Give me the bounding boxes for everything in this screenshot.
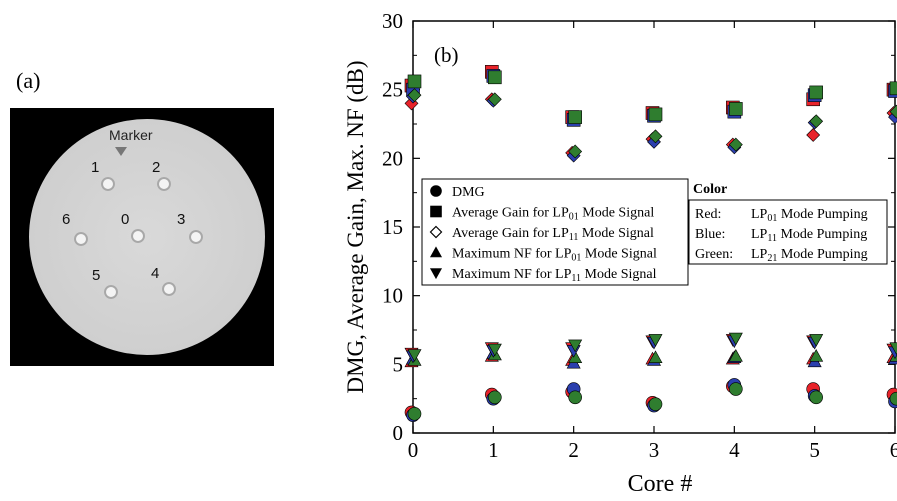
x-tick-label: 1: [488, 438, 499, 462]
y-tick-label: 10: [382, 284, 403, 308]
color-legend-entry: LP21 Mode Pumping: [751, 247, 868, 264]
core-label-0: 0: [121, 211, 130, 228]
data-point: [889, 81, 897, 96]
legend-marker: [430, 205, 442, 218]
x-tick-label: 6: [890, 438, 897, 462]
data-point: [648, 350, 663, 363]
data-point: [728, 332, 743, 346]
legend-entry: Maximum NF for LP01 Mode Signal: [452, 247, 657, 264]
data-point: [568, 350, 583, 363]
marker-legend-box: [421, 178, 689, 286]
data-point: [648, 334, 663, 347]
data-point: [568, 339, 583, 353]
y-tick-label: 20: [382, 146, 403, 170]
data-point: [407, 88, 422, 103]
data-point: [648, 129, 663, 144]
y-tick-label: 0: [393, 421, 404, 445]
marker-notch: [115, 147, 127, 156]
data-point: [648, 397, 663, 411]
core-4: [162, 282, 176, 296]
y-tick-label: 25: [382, 78, 403, 102]
data-point: [487, 92, 502, 107]
legend-entry: Average Gain for LP11 Mode Signal: [452, 226, 654, 243]
x-tick-label: 4: [729, 438, 740, 462]
legend-marker: [429, 246, 443, 258]
data-point: [568, 390, 582, 405]
x-tick-label: 2: [568, 438, 579, 462]
x-tick-label: 5: [809, 438, 820, 462]
legend-marker: [429, 225, 443, 239]
core-label-6: 6: [62, 211, 71, 228]
color-legend-name: Blue:: [695, 227, 725, 242]
y-axis-label: DMG, Average Gain, Max. NF (dB): [343, 60, 368, 393]
data-point: [729, 102, 743, 116]
panel-b-label: (b): [434, 43, 459, 67]
data-point: [568, 144, 583, 159]
data-point: [806, 128, 821, 142]
legend-entry: Maximum NF for LP11 Mode Signal: [452, 267, 657, 284]
core-5: [104, 285, 118, 299]
y-tick-label: 15: [382, 215, 403, 239]
data-point: [407, 406, 422, 421]
data-point: [729, 382, 743, 396]
data-point: [728, 348, 743, 362]
color-legend-name: Red:: [695, 207, 721, 222]
core-label-1: 1: [91, 159, 100, 176]
color-legend-entry: LP01 Mode Pumping: [751, 207, 868, 224]
data-point: [809, 114, 824, 129]
fiber-cladding: Marker 1 2 6 0 3 5 4: [29, 119, 265, 355]
core-label-3: 3: [177, 211, 186, 228]
x-tick-label: 3: [649, 438, 660, 462]
core-label-4: 4: [151, 265, 160, 282]
legend-marker: [430, 185, 442, 197]
y-tick-label: 5: [393, 352, 404, 376]
core-label-5: 5: [92, 267, 101, 284]
color-legend-box: [688, 199, 888, 265]
color-legend-name: Green:: [695, 247, 733, 262]
core-0: [131, 229, 145, 243]
color-legend-title: Color: [693, 182, 727, 197]
data-point: [728, 137, 743, 152]
core-1: [101, 177, 115, 191]
panel-a-label: (a): [16, 68, 41, 93]
data-point: [648, 107, 663, 122]
marker-label: Marker: [109, 127, 153, 143]
y-tick-label: 30: [382, 9, 403, 33]
core-2: [157, 177, 171, 191]
x-tick-label: 0: [408, 438, 419, 462]
color-legend-entry: LP11 Mode Pumping: [751, 227, 867, 244]
core-6: [74, 232, 88, 246]
data-point: [809, 85, 823, 100]
x-axis-label: Core #: [628, 471, 693, 497]
legend-entry: DMG: [452, 185, 485, 200]
data-point: [488, 390, 502, 405]
core-label-2: 2: [152, 159, 161, 176]
core-3: [189, 230, 203, 244]
legend-entry: Average Gain for LP01 Mode Signal: [452, 206, 654, 223]
data-point: [809, 348, 824, 362]
data-point: [809, 334, 824, 347]
data-point: [809, 390, 823, 405]
legend-marker: [429, 268, 443, 280]
fiber-cross-section-image: Marker 1 2 6 0 3 5 4: [10, 108, 274, 366]
data-point: [407, 74, 422, 89]
data-point: [568, 110, 582, 124]
data-point: [407, 349, 422, 362]
data-point: [488, 70, 502, 85]
data-point: [487, 343, 502, 357]
